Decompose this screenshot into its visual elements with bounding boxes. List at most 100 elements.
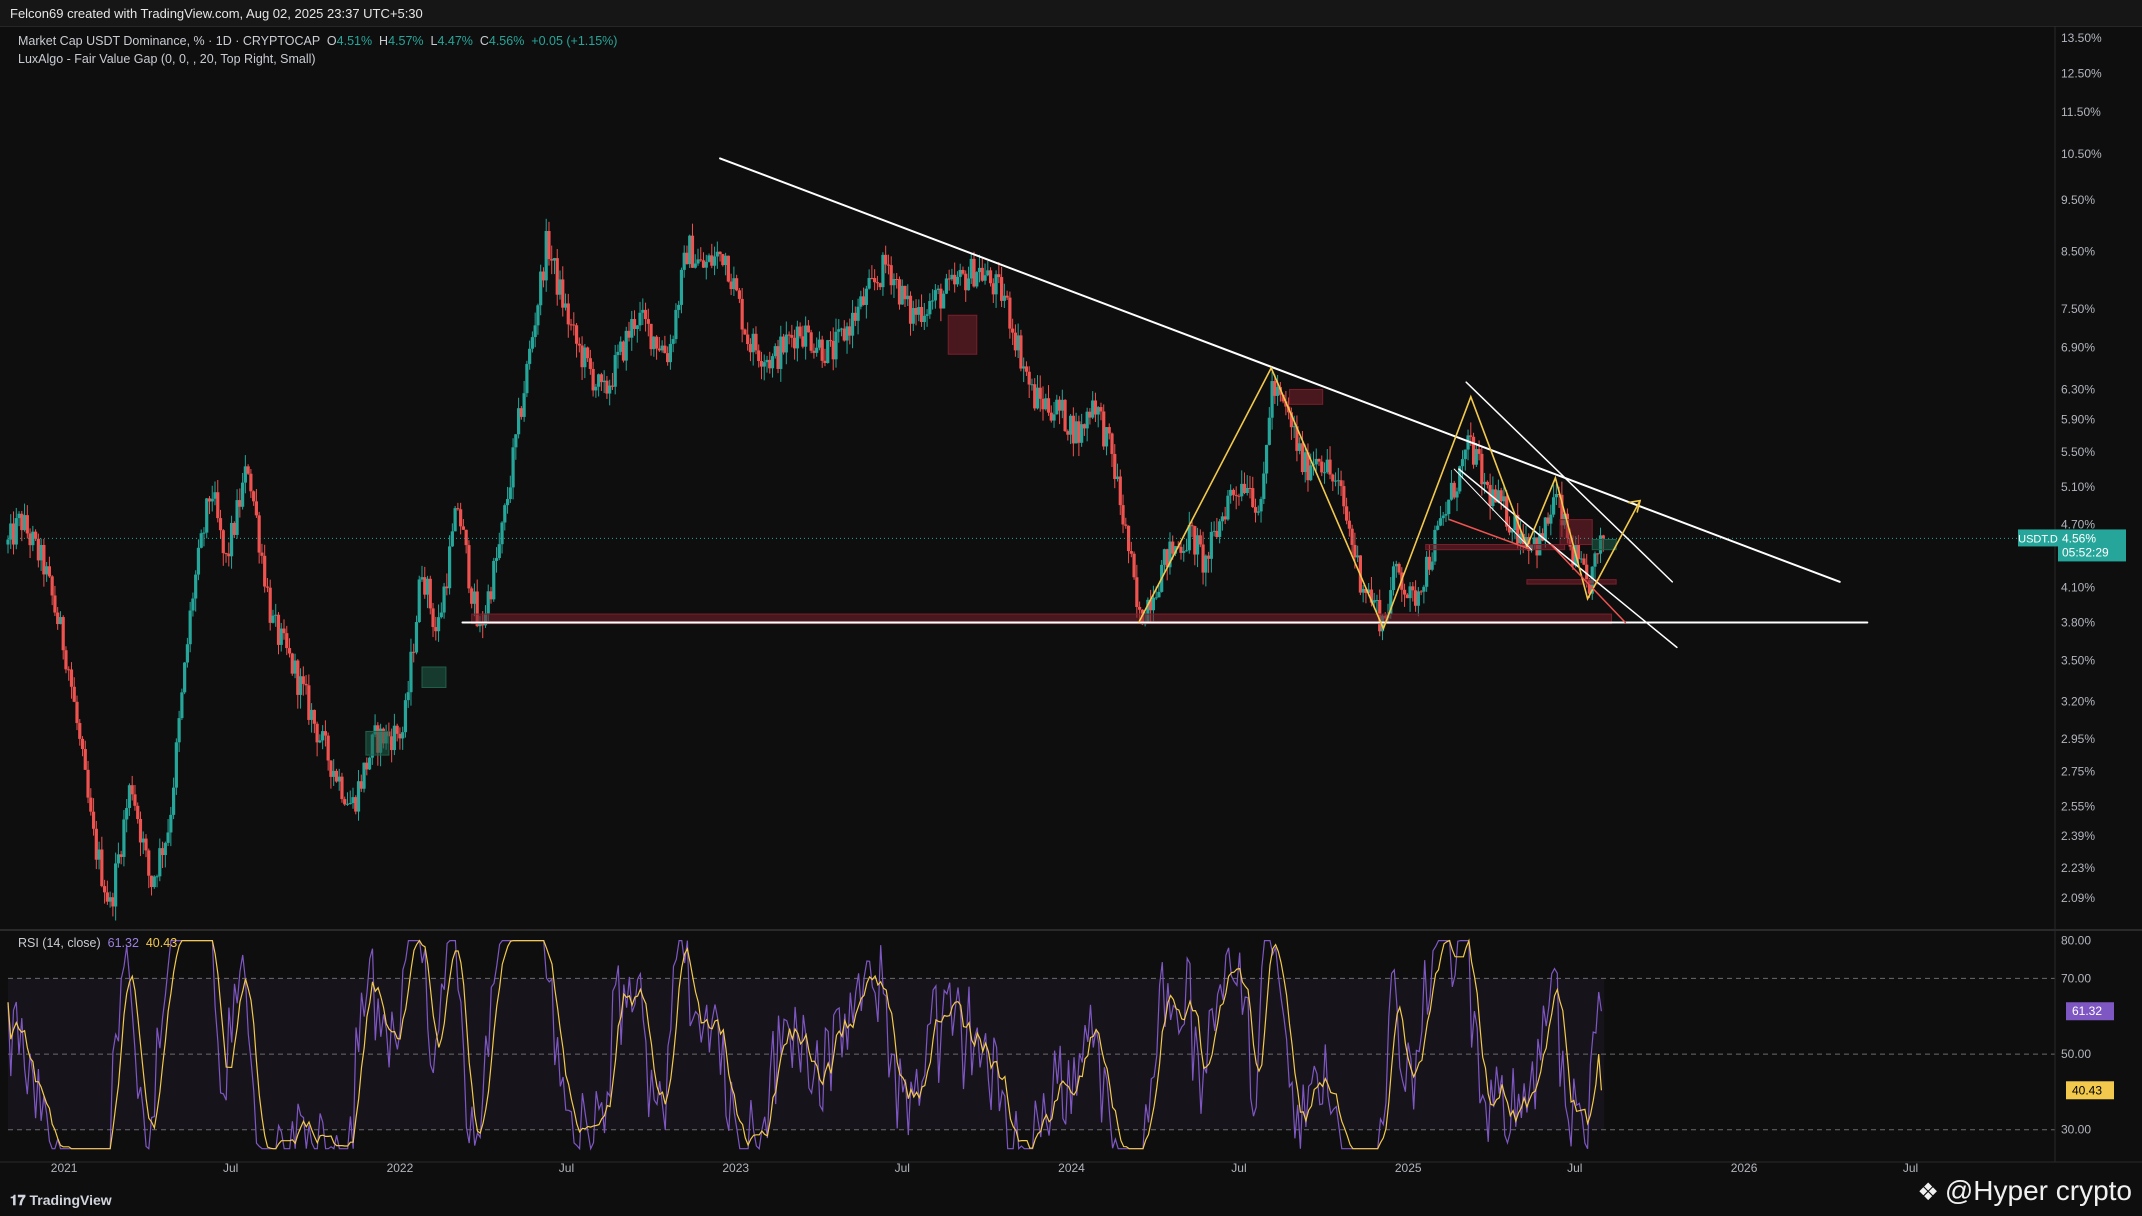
candle-body bbox=[1016, 335, 1020, 351]
candle-body bbox=[1496, 490, 1500, 503]
candle-body bbox=[1179, 546, 1183, 553]
red-trend-line[interactable] bbox=[1550, 543, 1627, 624]
candle-body bbox=[1419, 591, 1423, 593]
candle-body bbox=[1110, 433, 1114, 454]
candle-body bbox=[1198, 535, 1202, 545]
candle-body bbox=[1339, 480, 1343, 487]
fvg-box bbox=[1289, 388, 1324, 405]
candle-body bbox=[1223, 516, 1227, 520]
candle-body bbox=[1408, 586, 1412, 599]
candle-body bbox=[864, 288, 868, 305]
candle-body bbox=[677, 304, 681, 310]
candle-body bbox=[1336, 480, 1340, 482]
tradingview-brand: TradingView bbox=[29, 1192, 112, 1208]
candle-body bbox=[1469, 435, 1473, 437]
candle-body bbox=[321, 731, 325, 741]
candle-body bbox=[696, 259, 700, 264]
rsi-ma-line[interactable] bbox=[7, 938, 1602, 1150]
candle-body bbox=[312, 709, 316, 724]
candle-body bbox=[1447, 499, 1451, 515]
wedge-upper-line[interactable] bbox=[1465, 381, 1674, 583]
candle-body bbox=[296, 660, 300, 695]
candle-body bbox=[1201, 544, 1205, 573]
candle-body bbox=[1322, 472, 1327, 474]
rsi-pane[interactable] bbox=[7, 938, 2055, 1151]
candle-body bbox=[1397, 563, 1401, 573]
candle-body bbox=[834, 331, 838, 360]
candle-body bbox=[1107, 427, 1111, 434]
candle-body bbox=[1135, 577, 1139, 607]
indicator-legend[interactable]: LuxAlgo - Fair Value Gap (0, 0, , 20, To… bbox=[18, 52, 316, 66]
candle-body bbox=[1124, 524, 1128, 526]
candle-body bbox=[1502, 496, 1506, 502]
candle-body bbox=[850, 312, 855, 336]
candle-body bbox=[103, 886, 107, 893]
candle-body bbox=[657, 348, 661, 351]
candle-body bbox=[892, 278, 896, 286]
candle-body bbox=[947, 278, 951, 280]
w-pattern-path[interactable] bbox=[1137, 366, 1641, 631]
candle-body bbox=[519, 408, 523, 417]
candle-body bbox=[448, 546, 452, 589]
candle-body bbox=[276, 614, 281, 645]
candle-body bbox=[472, 591, 477, 604]
candle-body bbox=[431, 608, 435, 628]
candle-body bbox=[354, 797, 358, 812]
candle-body bbox=[1000, 277, 1004, 301]
candle-body bbox=[75, 701, 79, 724]
candle-body bbox=[439, 612, 443, 618]
rsi-title: RSI (14, close) bbox=[18, 936, 101, 950]
candle-body bbox=[1521, 533, 1525, 547]
candle-body bbox=[290, 653, 294, 674]
candle-body bbox=[1088, 411, 1092, 418]
candle-body bbox=[721, 254, 725, 266]
channel-line[interactable] bbox=[1453, 468, 1533, 551]
candle-body bbox=[964, 273, 968, 291]
candle-body bbox=[1220, 516, 1224, 522]
drawings[interactable] bbox=[461, 157, 1869, 649]
candle-body bbox=[746, 334, 750, 345]
candle-body bbox=[931, 300, 935, 302]
candle-body bbox=[1543, 517, 1547, 541]
red-trend-line[interactable] bbox=[1448, 518, 1533, 551]
candle-body bbox=[263, 555, 267, 587]
candle-body bbox=[105, 892, 109, 902]
candle-body bbox=[486, 591, 490, 614]
candle-body bbox=[508, 487, 512, 500]
candle-body bbox=[1264, 444, 1269, 474]
candle-body bbox=[1237, 495, 1241, 497]
candle-body bbox=[1458, 466, 1462, 492]
time-tick-label: 2024 bbox=[1058, 1161, 1085, 1175]
candle-body bbox=[97, 849, 101, 860]
candle-body bbox=[1027, 371, 1031, 385]
projection-arrow-head[interactable] bbox=[1627, 499, 1642, 513]
wedge-lower-line[interactable] bbox=[1458, 468, 1678, 649]
candle-body bbox=[1331, 474, 1335, 482]
candle-body bbox=[362, 762, 366, 789]
candle-body bbox=[1317, 458, 1321, 462]
candle-body bbox=[735, 278, 739, 291]
candle-body bbox=[80, 738, 85, 750]
ohlc-low-label: L bbox=[430, 34, 438, 48]
descending-trendline[interactable] bbox=[719, 157, 1841, 583]
candle-body bbox=[715, 251, 719, 257]
rsi-legend[interactable]: RSI (14, close) 61.32 40.43 bbox=[18, 936, 177, 950]
candle-body bbox=[500, 522, 504, 545]
candle-body bbox=[9, 523, 13, 540]
candle-body bbox=[86, 769, 90, 798]
tradingview-logo[interactable]: 𝟏𝟕 TradingView bbox=[10, 1192, 112, 1209]
price-pane[interactable] bbox=[6, 218, 2055, 921]
candle-body bbox=[505, 499, 510, 506]
candle-body bbox=[160, 848, 165, 856]
candle-body bbox=[900, 285, 904, 305]
candle-body bbox=[599, 374, 603, 383]
candle-body bbox=[955, 276, 960, 285]
candle-body bbox=[337, 776, 341, 782]
candle-body bbox=[621, 341, 626, 361]
candle-body bbox=[817, 339, 822, 348]
candle-body bbox=[558, 279, 562, 295]
indicator-name: LuxAlgo - Fair Value Gap (0, 0, , 20, To… bbox=[18, 52, 316, 66]
candle-body bbox=[340, 776, 344, 800]
candle-body bbox=[83, 749, 87, 770]
